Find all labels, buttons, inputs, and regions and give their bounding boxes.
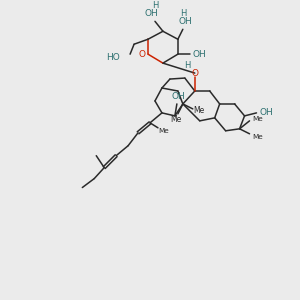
- Text: H: H: [152, 1, 158, 10]
- Text: H: H: [184, 61, 190, 70]
- Text: OH: OH: [260, 108, 273, 117]
- Text: Me: Me: [159, 128, 169, 134]
- Text: OH: OH: [179, 17, 193, 26]
- Text: OH: OH: [144, 9, 158, 18]
- Text: O: O: [139, 50, 145, 59]
- Text: Me: Me: [252, 134, 263, 140]
- Text: Me: Me: [252, 116, 263, 122]
- Text: Me: Me: [170, 116, 182, 124]
- Text: OH: OH: [193, 50, 207, 59]
- Text: HO: HO: [106, 53, 120, 62]
- Text: OH: OH: [172, 92, 186, 101]
- Text: H: H: [180, 9, 186, 18]
- Text: O: O: [191, 69, 198, 78]
- Text: Me: Me: [193, 106, 204, 116]
